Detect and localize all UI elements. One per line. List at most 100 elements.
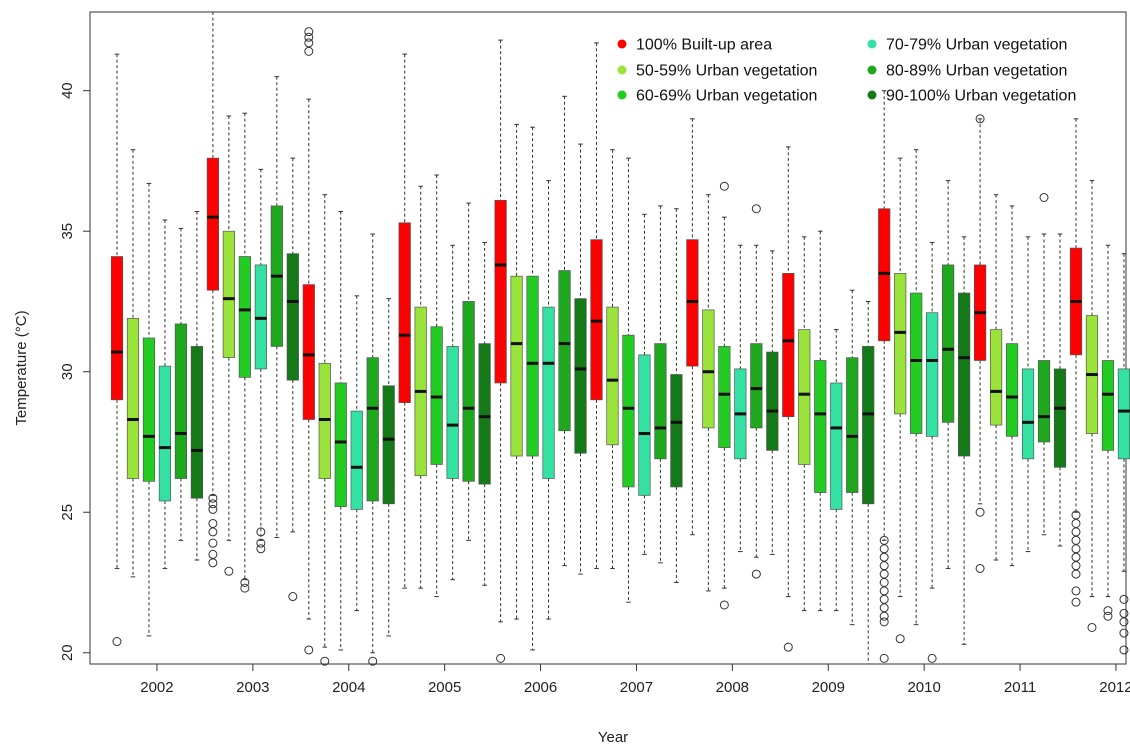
box xyxy=(989,329,1003,426)
legend-swatch xyxy=(867,65,877,75)
outlier-point xyxy=(208,558,218,568)
y-tick-label: 30 xyxy=(59,363,76,380)
legend-label: 100% Built-up area xyxy=(636,37,772,54)
outlier-point xyxy=(208,549,218,559)
box xyxy=(174,323,188,479)
outlier-point xyxy=(1071,561,1081,571)
legend-swatch xyxy=(867,90,877,100)
box xyxy=(222,230,235,359)
outlier-point xyxy=(719,181,729,191)
box xyxy=(1053,368,1067,468)
outlier-point xyxy=(879,569,889,579)
outlier-point xyxy=(1119,594,1129,604)
box xyxy=(334,382,347,507)
outlier-point xyxy=(879,611,889,621)
box xyxy=(766,351,779,451)
x-tick-label: 2003 xyxy=(236,679,269,696)
outlier-point xyxy=(1119,617,1129,627)
outlier-point xyxy=(879,653,889,663)
box xyxy=(702,309,715,429)
box xyxy=(638,354,651,496)
box xyxy=(830,382,843,510)
x-axis-title: Year xyxy=(598,729,628,746)
box xyxy=(670,374,683,488)
plot-frame xyxy=(89,11,1127,665)
box xyxy=(942,264,955,423)
outlier-point xyxy=(304,46,314,56)
outlier-point xyxy=(1087,622,1097,632)
outlier-point xyxy=(879,594,889,604)
box xyxy=(286,253,299,381)
box xyxy=(894,273,907,415)
x-tick-label: 2004 xyxy=(332,679,365,696)
outlier-point xyxy=(1071,569,1081,579)
outlier-point xyxy=(256,538,266,548)
outlier-point xyxy=(1071,518,1081,528)
box xyxy=(1005,343,1019,437)
outlier-point xyxy=(240,583,250,593)
box xyxy=(142,337,156,482)
outlier-point xyxy=(879,617,889,627)
box xyxy=(206,157,219,291)
outlier-point xyxy=(288,592,298,602)
y-axis-title: Temperature (°C) xyxy=(13,310,30,425)
outlier-point xyxy=(304,27,314,37)
outlier-point xyxy=(895,634,905,644)
box xyxy=(846,357,859,493)
x-tick-label: 2009 xyxy=(812,679,845,696)
outlier-point xyxy=(208,518,218,528)
outlier-point xyxy=(112,637,122,647)
outlier-point xyxy=(1071,535,1081,545)
legend-label: 80-89% Urban vegetation xyxy=(886,63,1067,80)
y-tick-label: 20 xyxy=(59,644,76,661)
box xyxy=(382,385,395,505)
outlier-point xyxy=(1103,606,1113,616)
outlier-point xyxy=(1071,552,1081,562)
outlier-point xyxy=(879,544,889,554)
outlier-point xyxy=(208,493,218,503)
box xyxy=(462,301,475,482)
legend-swatch xyxy=(617,90,627,100)
box xyxy=(494,199,507,384)
outlier-point xyxy=(208,499,218,509)
box xyxy=(606,306,619,446)
outlier-point xyxy=(1071,586,1081,596)
outlier-point xyxy=(208,504,218,514)
box xyxy=(1101,360,1115,451)
outlier-point xyxy=(320,656,330,666)
outlier-point xyxy=(975,114,985,124)
outlier-point xyxy=(1071,527,1081,537)
box xyxy=(126,317,140,479)
box xyxy=(510,275,523,457)
legend: 100% Built-up area 50-59% Urban vegetatio… xyxy=(617,37,1076,105)
box xyxy=(478,343,491,485)
outlier-point xyxy=(224,566,234,576)
x-tick-label: 2008 xyxy=(716,679,749,696)
box xyxy=(910,292,923,434)
outlier-point xyxy=(879,561,889,571)
outlier-point xyxy=(879,552,889,562)
legend-label: 70-79% Urban vegetation xyxy=(886,37,1067,54)
box xyxy=(926,312,939,437)
box xyxy=(446,346,459,479)
legend-label: 60-69% Urban vegetation xyxy=(636,88,817,105)
x-tick-label: 2011 xyxy=(1004,679,1036,696)
box xyxy=(862,346,875,505)
box xyxy=(1117,368,1130,460)
outlier-point xyxy=(751,204,761,214)
outlier-point xyxy=(368,656,378,666)
outlier-point xyxy=(751,569,761,579)
box xyxy=(622,334,635,488)
box xyxy=(158,365,172,502)
legend-label: 90-100% Urban vegetation xyxy=(886,88,1076,105)
y-tick-label: 40 xyxy=(59,82,76,99)
outlier-point xyxy=(304,32,314,42)
box xyxy=(958,292,971,457)
outlier-point xyxy=(1039,192,1049,202)
box xyxy=(574,298,587,454)
outlier-point xyxy=(1071,544,1081,554)
outlier-point xyxy=(208,538,218,548)
outlier-point xyxy=(879,586,889,596)
outlier-point xyxy=(496,653,506,663)
outlier-point xyxy=(1119,628,1129,638)
